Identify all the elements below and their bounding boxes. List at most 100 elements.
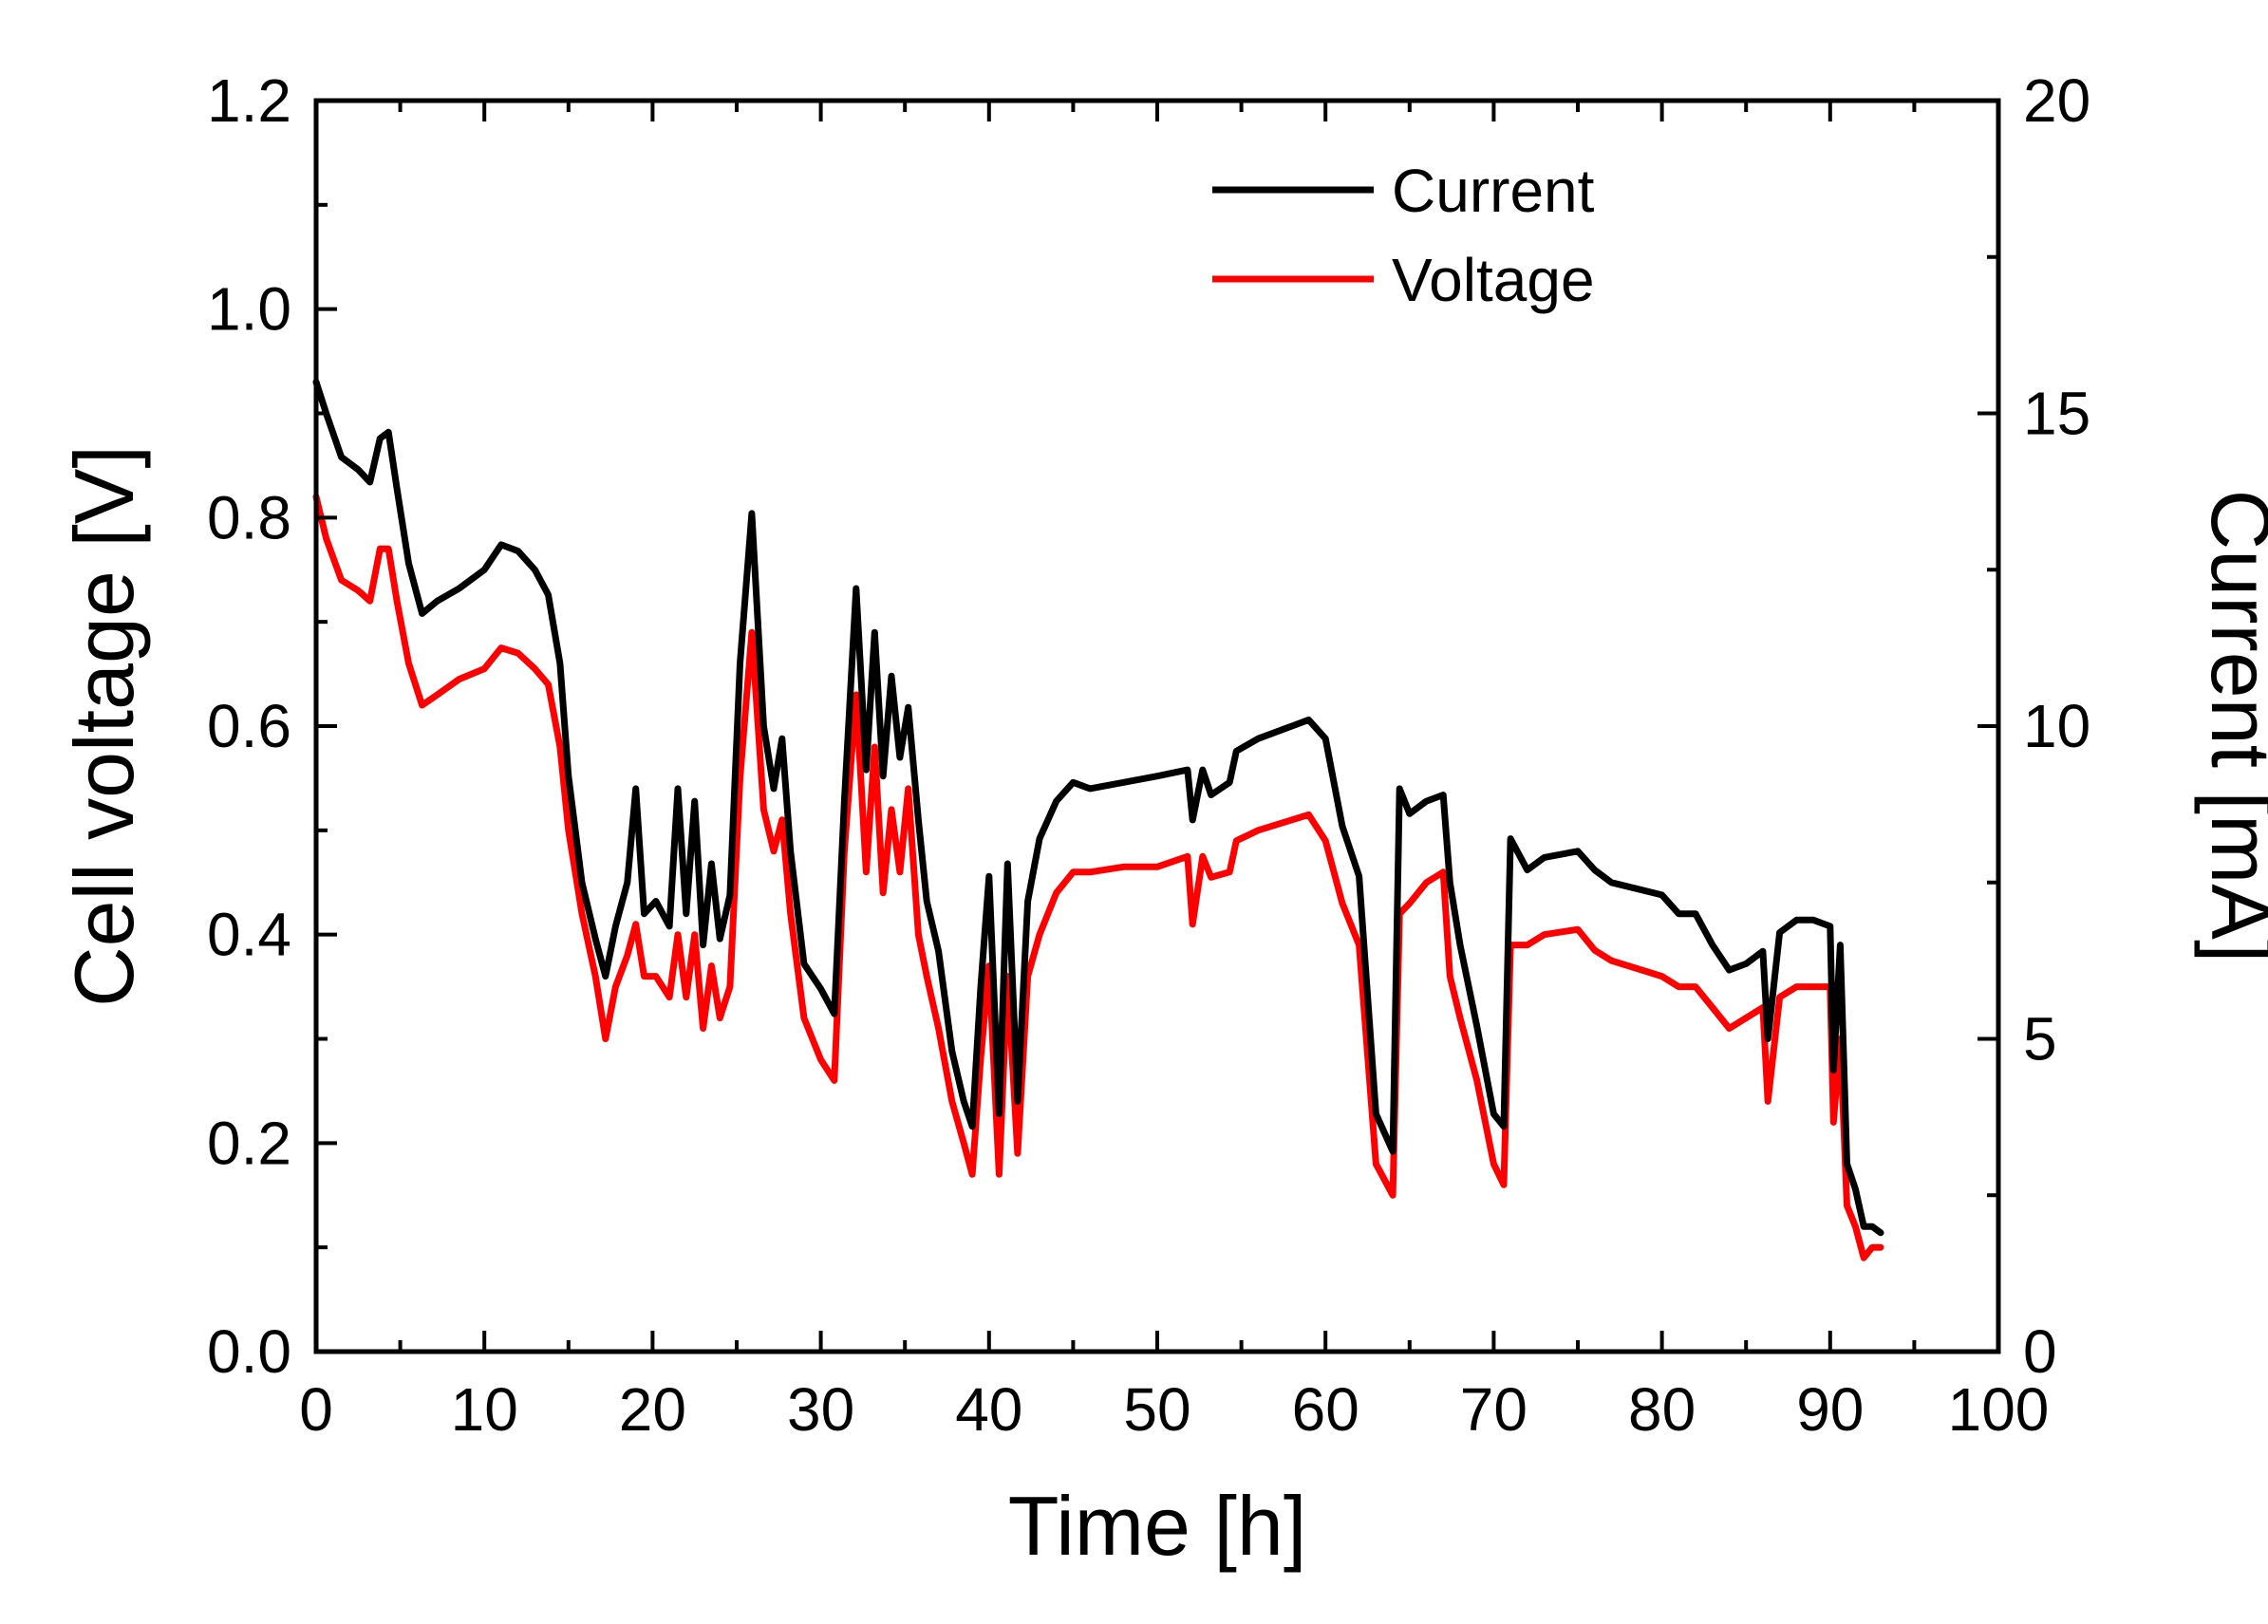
data-point-voltage <box>1458 1016 1462 1020</box>
data-point-current <box>1777 930 1782 935</box>
data-point-current <box>533 568 537 572</box>
data-point-voltage <box>1289 817 1294 822</box>
data-point-current <box>1121 780 1126 785</box>
data-point-current <box>1828 924 1832 928</box>
y-tick-label: 0.2 <box>207 1109 291 1177</box>
data-point-current <box>1862 1224 1866 1229</box>
y2-tick-label: 15 <box>2023 380 2090 448</box>
y-tick-label: 1.2 <box>207 66 291 135</box>
data-point-voltage <box>727 984 732 989</box>
data-point-voltage <box>718 1016 722 1020</box>
data-point-current <box>1397 786 1402 791</box>
data-point-current <box>1256 737 1261 741</box>
legend: Current Voltage <box>1212 157 1595 314</box>
data-point-voltage <box>395 599 400 604</box>
x-tick-label: 90 <box>1796 1375 1864 1444</box>
data-point-current <box>386 430 391 435</box>
data-point-voltage <box>633 922 638 926</box>
plot-frame <box>313 98 2001 1354</box>
data-point-current <box>684 911 688 916</box>
data-point-current <box>1228 780 1232 785</box>
x-tick-label: 70 <box>1460 1375 1528 1444</box>
data-point-voltage <box>515 651 520 656</box>
data-point-voltage <box>832 1078 836 1083</box>
data-point-current <box>1592 868 1597 872</box>
data-point-voltage <box>1441 869 1446 874</box>
data-point-voltage <box>1542 932 1546 937</box>
data-point-current <box>1760 949 1765 954</box>
data-point-current <box>378 436 383 440</box>
data-point-current <box>1794 918 1799 923</box>
data-point-current <box>1677 911 1681 916</box>
x-tick-label: 80 <box>1628 1375 1696 1444</box>
x-tick-label: 20 <box>619 1375 686 1444</box>
x-tick-label: 40 <box>955 1375 1022 1444</box>
data-point-current <box>1323 737 1328 741</box>
data-point-current <box>1542 855 1546 860</box>
data-point-current <box>406 561 411 566</box>
data-point-voltage <box>801 1016 806 1020</box>
data-point-current <box>692 799 697 804</box>
data-point-voltage <box>853 693 858 697</box>
data-point-voltage <box>435 693 440 697</box>
data-point-voltage <box>684 995 688 999</box>
data-point-voltage <box>667 995 672 999</box>
data-point-current <box>1071 780 1076 785</box>
data-point-current <box>1458 943 1462 947</box>
data-point-voltage <box>676 932 680 937</box>
data-point-current <box>1474 1024 1479 1029</box>
data-point-current <box>842 799 847 804</box>
data-point-current <box>701 943 705 947</box>
data-point-current <box>864 768 869 773</box>
y-tick-label: 0.0 <box>207 1317 291 1386</box>
data-point-voltage <box>1727 1026 1732 1031</box>
data-point-voltage <box>566 828 571 832</box>
data-point-voltage <box>709 963 714 968</box>
data-point-voltage <box>1200 854 1205 859</box>
data-point-voltage <box>420 703 424 707</box>
data-point-current <box>435 599 440 604</box>
data-point-current <box>1391 1149 1396 1154</box>
data-point-current <box>1879 1230 1883 1235</box>
data-point-voltage <box>1502 1183 1506 1187</box>
data-point-voltage <box>872 745 877 749</box>
data-point-current <box>718 937 722 942</box>
data-point-voltage <box>546 682 551 687</box>
data-point-current <box>890 674 893 679</box>
data-point-voltage <box>890 807 893 812</box>
data-point-voltage <box>906 786 910 791</box>
data-point-current <box>557 662 562 666</box>
data-point-current <box>515 549 520 553</box>
y2-tick-label: 0 <box>2023 1317 2057 1386</box>
data-point-voltage <box>738 775 742 780</box>
legend-label-current: Current <box>1392 157 1595 225</box>
data-point-voltage <box>925 974 929 979</box>
data-point-voltage <box>1185 854 1190 859</box>
data-point-current <box>1155 774 1159 778</box>
data-point-current <box>1609 880 1614 885</box>
data-point-voltage <box>593 974 598 979</box>
data-point-voltage <box>1744 1016 1749 1020</box>
data-point-voltage <box>1407 901 1412 905</box>
data-point-voltage <box>1525 943 1529 947</box>
data-point-current <box>613 924 618 928</box>
data-point-current <box>916 817 921 822</box>
x-tick-label: 30 <box>787 1375 854 1444</box>
data-point-current <box>457 587 461 590</box>
data-point-current <box>1005 862 1010 866</box>
x-tick-label: 50 <box>1123 1375 1190 1444</box>
x-axis-title: Time [h] <box>1008 1479 1307 1573</box>
data-point-voltage <box>916 932 921 937</box>
data-point-current <box>1710 943 1715 947</box>
data-point-current <box>1088 786 1093 791</box>
y2-tick-label: 5 <box>2023 1005 2057 1073</box>
data-point-voltage <box>386 547 391 551</box>
data-point-current <box>881 774 886 778</box>
data-point-voltage <box>625 953 629 958</box>
data-point-current <box>1038 836 1041 841</box>
data-point-voltage <box>1811 984 1816 989</box>
data-point-voltage <box>1853 1224 1858 1229</box>
data-point-voltage <box>1677 984 1681 989</box>
data-point-current <box>580 880 584 885</box>
data-point-current <box>1209 793 1213 797</box>
